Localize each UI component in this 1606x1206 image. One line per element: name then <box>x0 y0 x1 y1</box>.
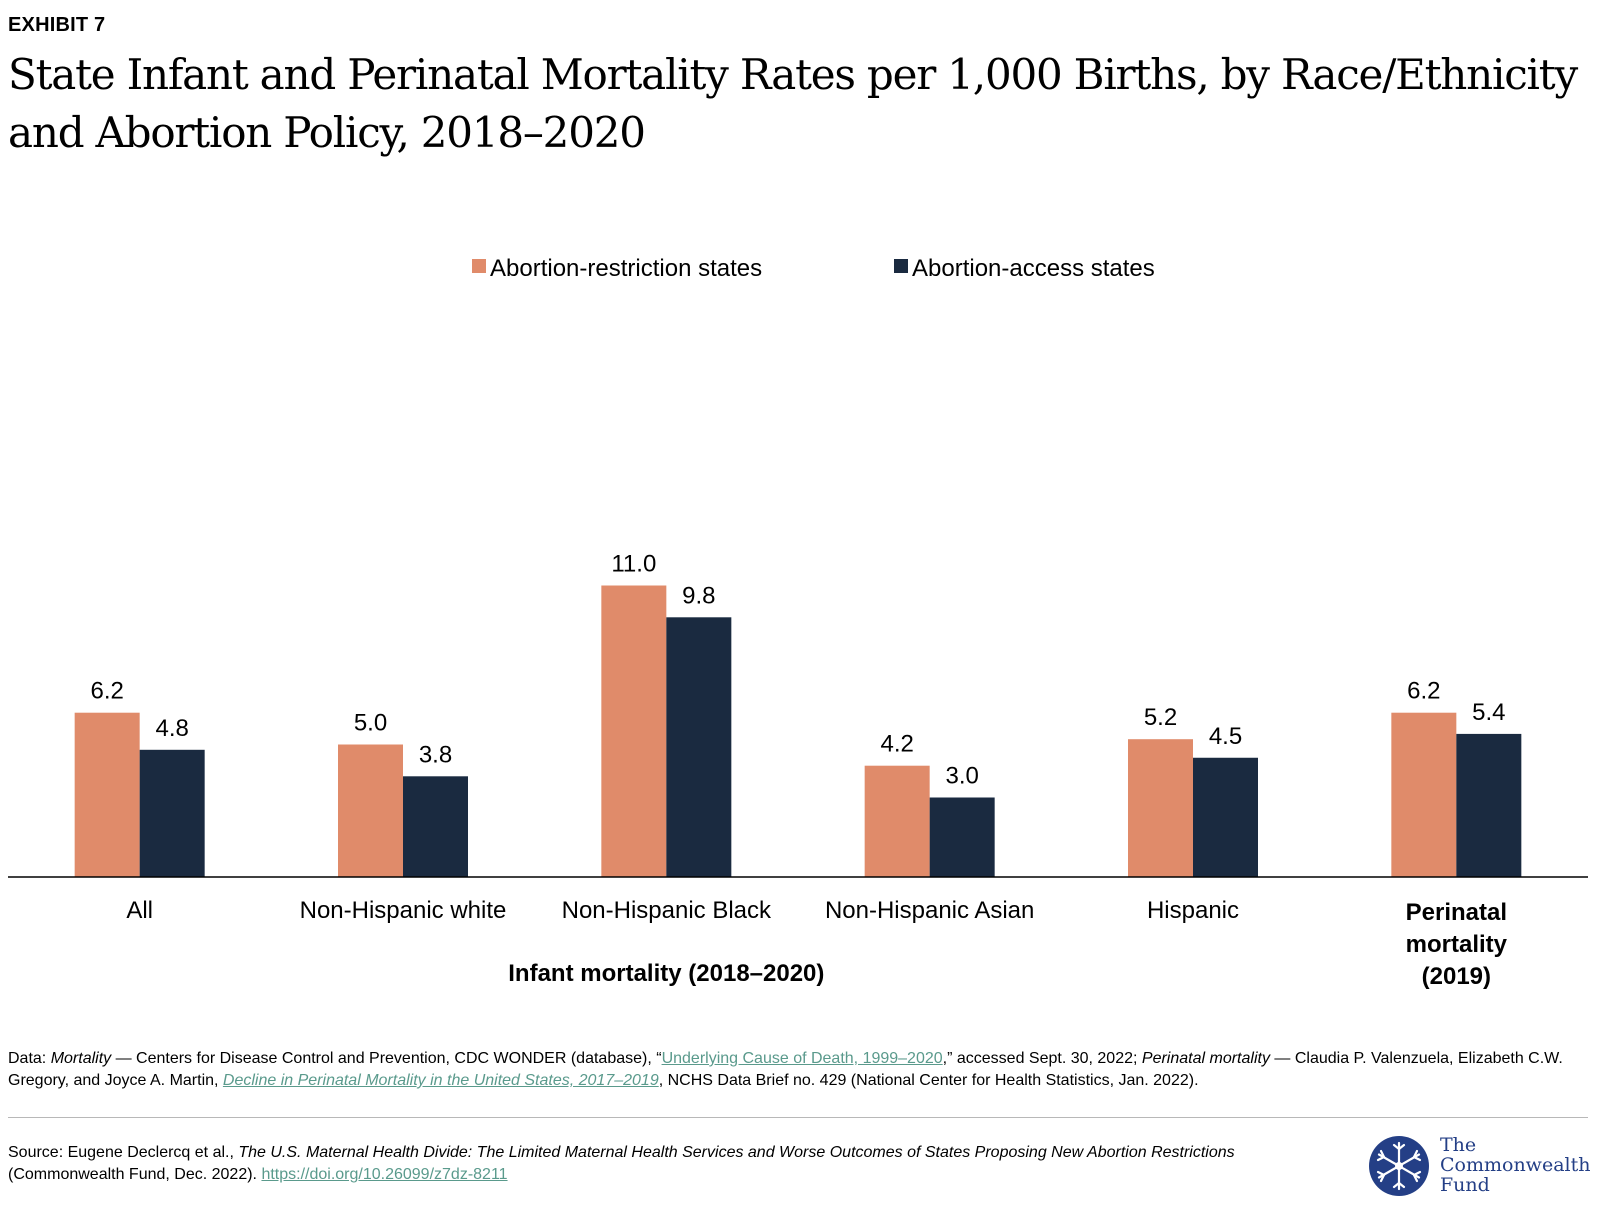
mortality-link[interactable]: Underlying Cause of Death, 1999–2020 <box>661 1050 943 1067</box>
source-suffix: (Commonwealth Fund, Dec. 2022). <box>8 1166 262 1183</box>
bar-chart: Abortion-restriction states Abortion-acce… <box>8 255 1588 990</box>
bar-1-5 <box>1456 733 1522 877</box>
bar-0-2 <box>601 585 667 877</box>
exhibit-label: EXHIBIT 7 <box>8 14 106 36</box>
logo-text: The Commonwealth Fund <box>1440 1135 1590 1195</box>
perinatal-text-1: — Claudia P. Valenzuela, Elizabeth C.W. … <box>8 1050 1563 1089</box>
value-label-1-0: 4.8 <box>155 715 188 742</box>
category-label-0: All <box>126 897 153 924</box>
value-label-0-1: 5.0 <box>354 710 387 737</box>
bar-0-0 <box>74 712 140 877</box>
perinatal-link[interactable]: Decline in Perinatal Mortality in the Un… <box>222 1072 659 1089</box>
value-label-0-0: 6.2 <box>90 678 123 705</box>
value-label-1-4: 4.5 <box>1209 723 1242 750</box>
bar-0-4 <box>1128 739 1193 877</box>
value-label-1-1: 3.8 <box>419 741 452 768</box>
mortality-text-1: — Centers for Disease Control and Preven… <box>111 1050 662 1067</box>
snowflake-icon <box>1369 1136 1429 1196</box>
value-label-0-4: 5.2 <box>1144 704 1177 731</box>
group-label-infant-mortality: Infant mortality (2018–2020) <box>508 960 824 987</box>
perinatal-text-2: , NCHS Data Brief no. 429 (National Cent… <box>658 1072 1199 1089</box>
data-prefix: Data: <box>8 1050 51 1067</box>
commonwealth-fund-logo: The Commonwealth Fund <box>1368 1135 1598 1196</box>
divider <box>8 1117 1588 1118</box>
source-prefix: Source: Eugene Declercq et al., <box>8 1144 239 1161</box>
bar-0-5 <box>1391 712 1457 877</box>
category-label-3: Non-Hispanic Asian <box>825 897 1034 924</box>
source-title: The U.S. Maternal Health Divide: The Lim… <box>238 1144 1235 1161</box>
bar-1-3 <box>929 797 995 877</box>
bar-0-3 <box>864 765 930 877</box>
value-label-1-3: 3.0 <box>945 763 978 790</box>
legend-swatch-1 <box>894 259 908 273</box>
value-label-0-3: 4.2 <box>880 731 913 758</box>
value-label-0-2: 11.0 <box>611 551 656 578</box>
source-note: Source: Eugene Declercq et al., The U.S.… <box>8 1142 1308 1186</box>
bar-1-2 <box>666 617 732 877</box>
bar-1-0 <box>139 749 205 877</box>
bar-0-1 <box>338 744 403 877</box>
source-link[interactable]: https://doi.org/10.26099/z7dz-8211 <box>261 1166 508 1183</box>
perinatal-label: Perinatal mortality <box>1141 1050 1270 1067</box>
category-label-2: Non-Hispanic Black <box>562 897 772 924</box>
category-label-4: Hispanic <box>1147 897 1239 924</box>
bar-1-4 <box>1193 757 1258 877</box>
value-label-0-5: 6.2 <box>1407 678 1440 705</box>
value-label-1-2: 9.8 <box>682 582 715 609</box>
category-label-5: Perinatal mortality (2019) <box>1406 899 1508 990</box>
mortality-text-2: ,” accessed Sept. 30, 2022; <box>942 1050 1142 1067</box>
value-label-1-5: 5.4 <box>1472 699 1505 726</box>
data-notes: Data: Mortality — Centers for Disease Co… <box>8 1048 1588 1092</box>
legend-swatch-0 <box>472 259 486 273</box>
bar-1-1 <box>403 776 468 877</box>
category-label-1: Non-Hispanic white <box>300 897 507 924</box>
mortality-label: Mortality <box>50 1050 112 1067</box>
logo-line-3: Fund <box>1440 1174 1490 1196</box>
legend-label-1: Abortion-access states <box>912 255 1155 282</box>
chart-title: State Infant and Perinatal Mortality Rat… <box>8 50 1578 157</box>
logo-line-1: The <box>1440 1134 1477 1156</box>
legend-label-0: Abortion-restriction states <box>490 255 762 282</box>
logo-line-2: Commonwealth <box>1440 1154 1591 1176</box>
